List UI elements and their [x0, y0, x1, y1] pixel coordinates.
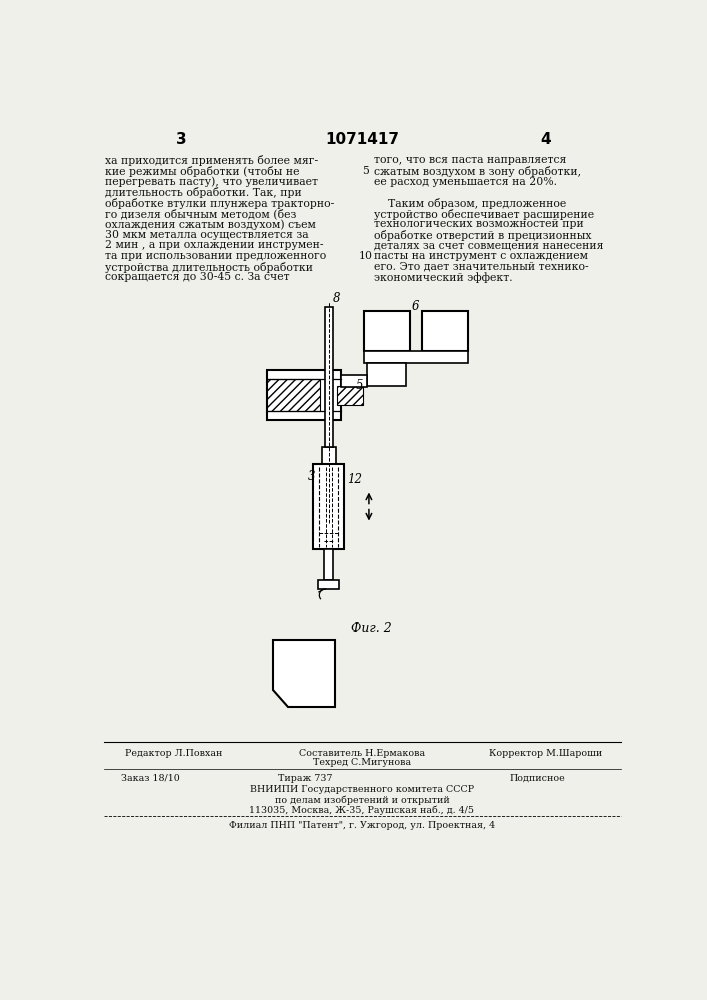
Text: Филиал ПНП "Патент", г. Ужгород, ул. Проектная, 4: Филиал ПНП "Патент", г. Ужгород, ул. Про… — [229, 821, 495, 830]
Bar — [421, 311, 468, 351]
Text: Подписное: Подписное — [510, 774, 566, 783]
Text: Тираж 737: Тираж 737 — [278, 774, 332, 783]
Bar — [363, 311, 410, 351]
Text: Фиг. 2: Фиг. 2 — [351, 622, 392, 635]
Text: Корректор М.Шароши: Корректор М.Шароши — [489, 749, 602, 758]
Text: длительность обработки. Так, при: длительность обработки. Так, при — [105, 187, 302, 198]
Text: 5: 5 — [363, 166, 369, 176]
Text: 4: 4 — [540, 132, 551, 147]
Text: Редактор Л.Повхан: Редактор Л.Повхан — [125, 749, 222, 758]
Text: Таким образом, предложенное: Таким образом, предложенное — [373, 198, 566, 209]
Text: сокращается до 30-45 с. За счет: сокращается до 30-45 с. За счет — [105, 272, 290, 282]
Text: 12: 12 — [347, 473, 362, 486]
Bar — [317, 580, 339, 589]
Text: обработке отверстий в прецизионных: обработке отверстий в прецизионных — [373, 230, 591, 241]
Bar — [363, 351, 468, 363]
Text: 30 мкм металла осуществляется за: 30 мкм металла осуществляется за — [105, 230, 309, 240]
Text: по делам изобретений и открытий: по делам изобретений и открытий — [274, 795, 450, 805]
Bar — [337, 386, 363, 405]
Text: технологических возможностей при: технологических возможностей при — [373, 219, 583, 229]
Text: 5: 5 — [356, 379, 363, 392]
Bar — [322, 447, 336, 464]
Text: перегревать пасту), что увеличивает: перегревать пасту), что увеличивает — [105, 177, 318, 187]
Text: 8: 8 — [332, 292, 340, 305]
Polygon shape — [273, 640, 335, 707]
Text: 113035, Москва, Ж-35, Раушская наб., д. 4/5: 113035, Москва, Ж-35, Раушская наб., д. … — [250, 805, 474, 815]
Bar — [368, 363, 406, 386]
Bar — [341, 375, 368, 387]
Text: ее расход уменьшается на 20%.: ее расход уменьшается на 20%. — [373, 177, 556, 187]
Text: та при использовании предложенного: та при использовании предложенного — [105, 251, 327, 261]
Text: 1071417: 1071417 — [325, 132, 399, 147]
Text: пасты на инструмент с охлаждением: пасты на инструмент с охлаждением — [373, 251, 588, 261]
Text: его. Это дает значительный технико-: его. Это дает значительный технико- — [373, 262, 588, 272]
Text: 6: 6 — [412, 300, 419, 313]
Text: устройство обеспечивает расширение: устройство обеспечивает расширение — [373, 209, 594, 220]
Bar — [267, 370, 341, 420]
Text: кие режимы обработки (чтобы не: кие режимы обработки (чтобы не — [105, 166, 300, 177]
Bar — [325, 307, 332, 447]
Text: го дизеля обычным методом (без: го дизеля обычным методом (без — [105, 209, 297, 219]
Text: 2 мин , а при охлаждении инструмен-: 2 мин , а при охлаждении инструмен- — [105, 240, 324, 250]
Text: Составитель Н.Ермакова: Составитель Н.Ермакова — [299, 749, 425, 758]
Text: ВНИИПИ Государственного комитета СССР: ВНИИПИ Государственного комитета СССР — [250, 785, 474, 794]
Text: обработке втулки плунжера тракторно-: обработке втулки плунжера тракторно- — [105, 198, 334, 209]
Text: того, что вся паста направляется: того, что вся паста направляется — [373, 155, 566, 165]
Text: 3: 3 — [176, 132, 187, 147]
Bar — [313, 464, 344, 549]
Text: 3: 3 — [308, 470, 315, 483]
Text: охлаждения сжатым воздухом) съем: охлаждения сжатым воздухом) съем — [105, 219, 316, 230]
Text: экономический эффект.: экономический эффект. — [373, 272, 512, 283]
Bar — [324, 549, 333, 580]
Text: 10: 10 — [359, 251, 373, 261]
Bar — [267, 379, 320, 411]
Text: деталях за счет совмещения нанесения: деталях за счет совмещения нанесения — [373, 240, 603, 250]
Text: ха приходится применять более мяг-: ха приходится применять более мяг- — [105, 155, 319, 166]
Text: Заказ 18/10: Заказ 18/10 — [121, 774, 180, 783]
Text: устройства длительность обработки: устройства длительность обработки — [105, 262, 313, 273]
Text: Техред С.Мигунова: Техред С.Мигунова — [313, 758, 411, 767]
Text: сжатым воздухом в зону обработки,: сжатым воздухом в зону обработки, — [373, 166, 580, 177]
